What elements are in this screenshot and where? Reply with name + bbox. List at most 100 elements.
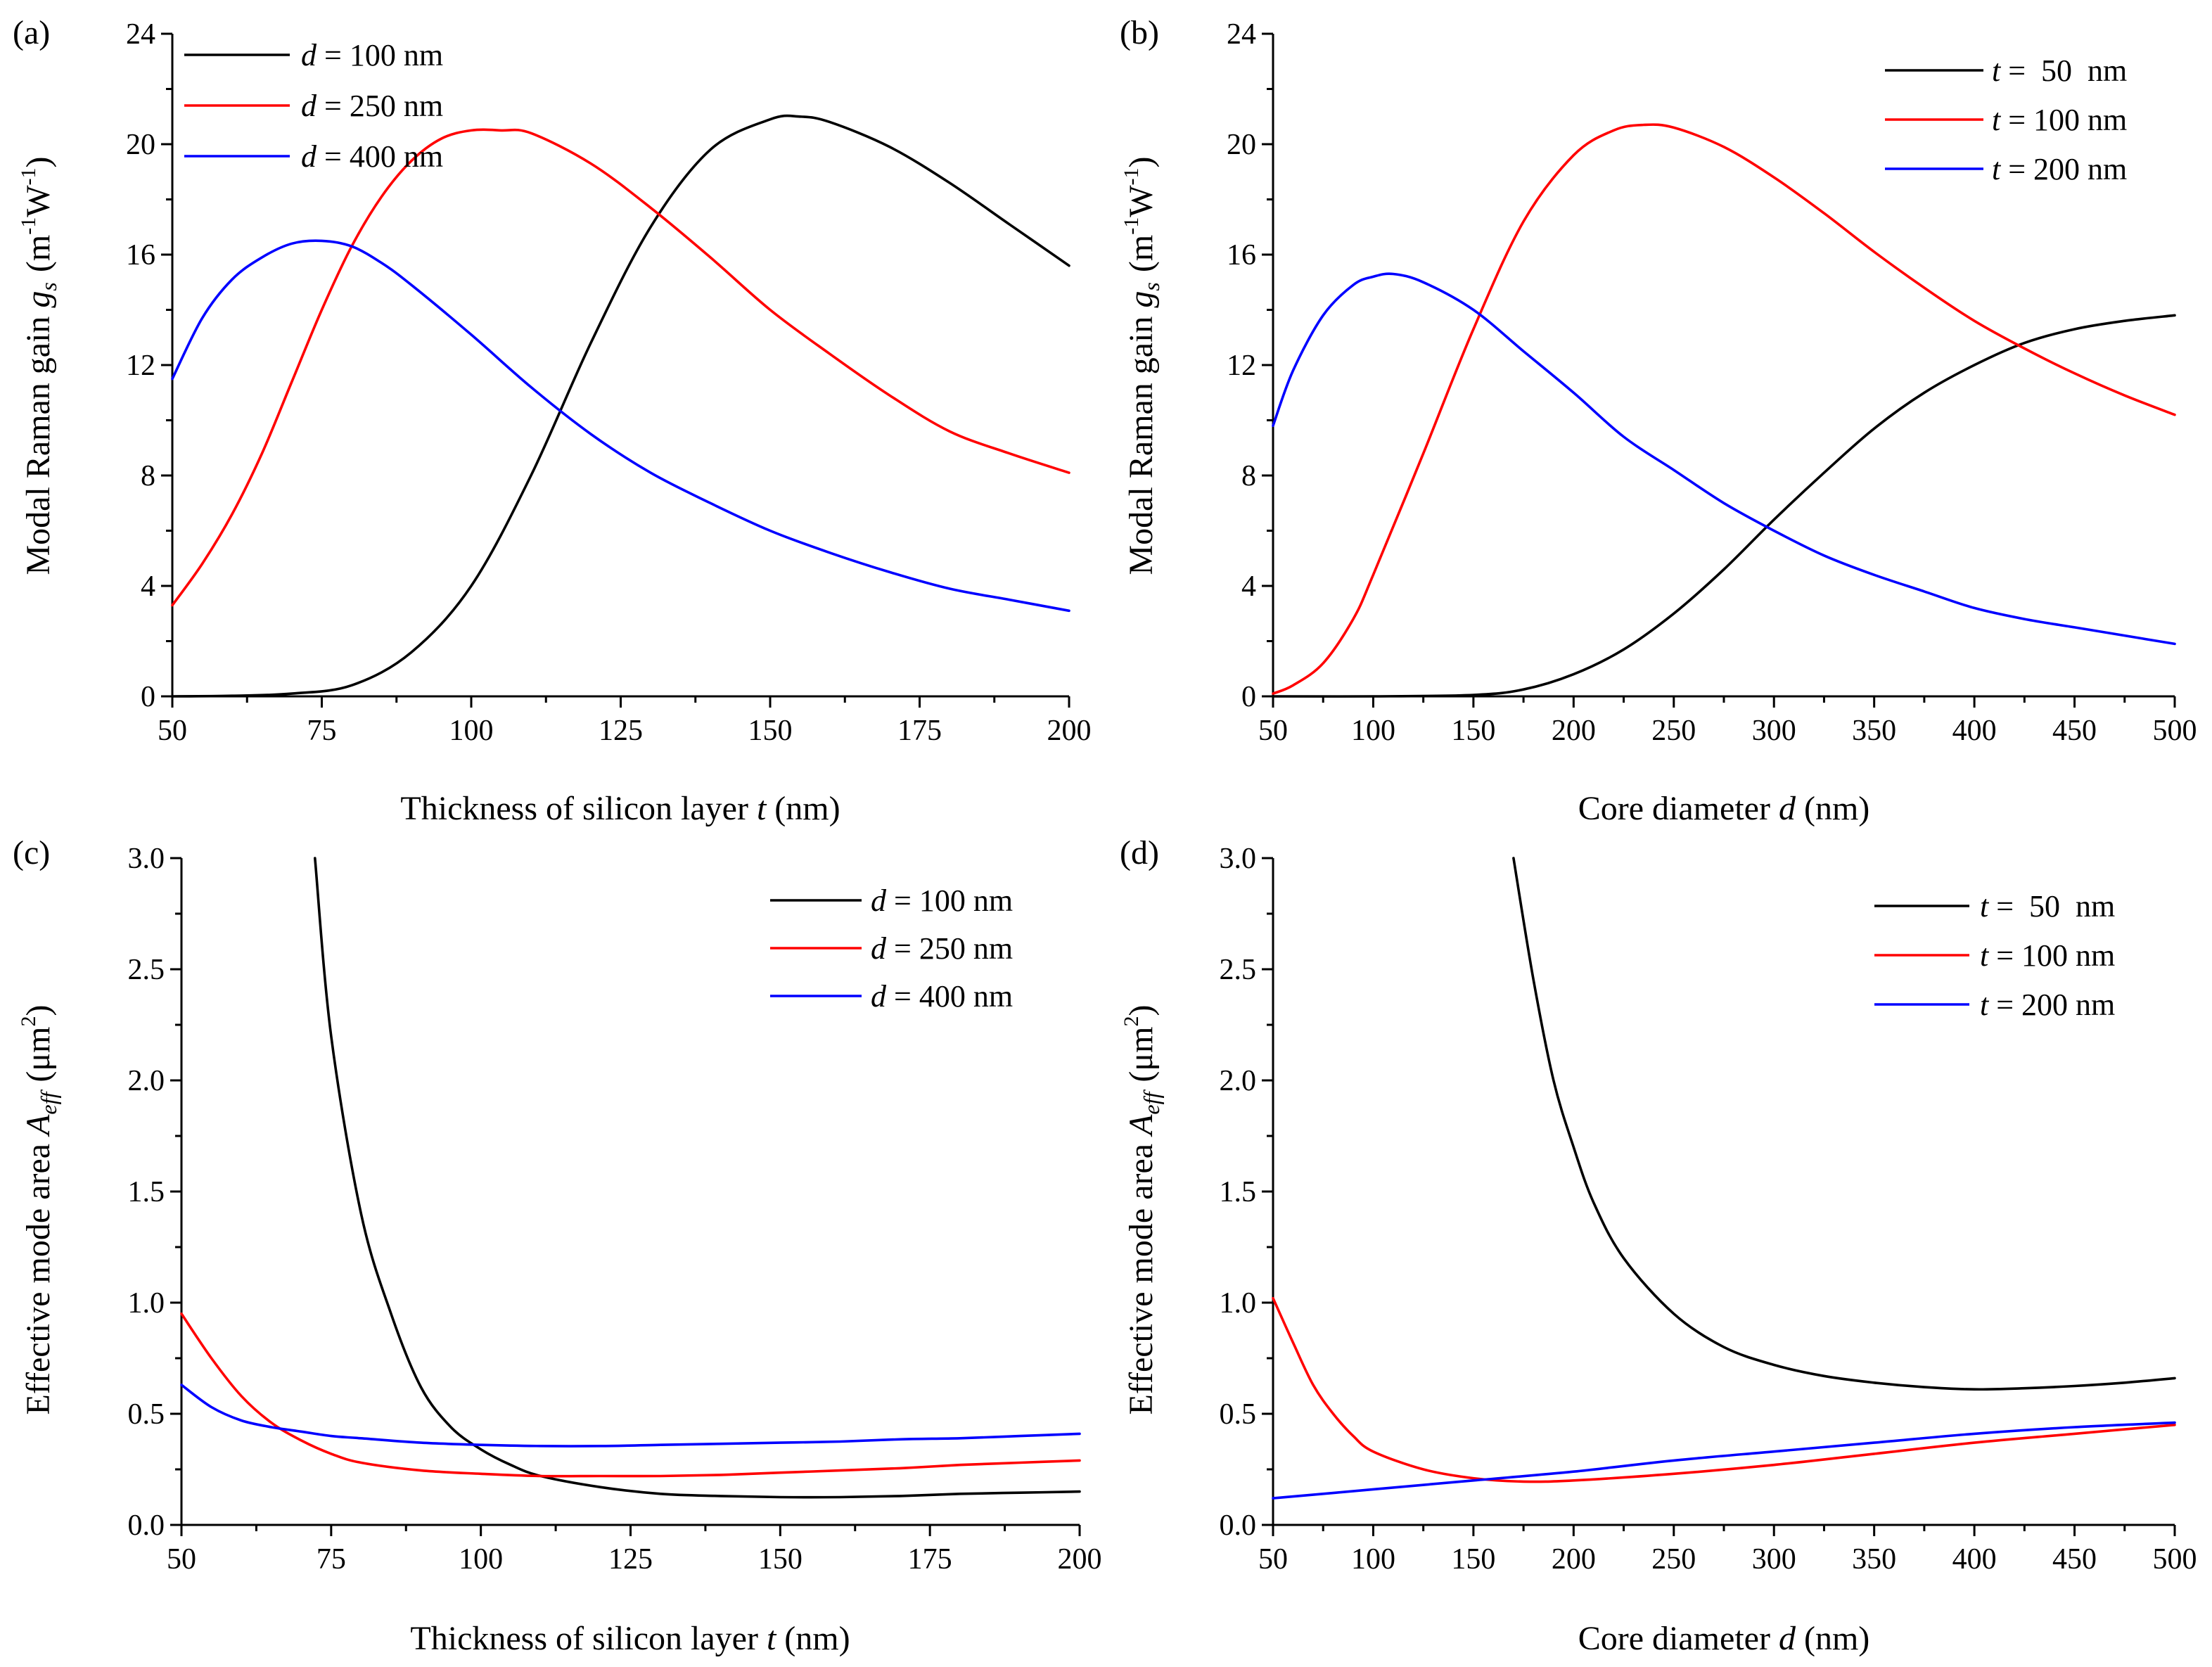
panel-b-xtick-label: 100 bbox=[1351, 715, 1395, 747]
panel-c-ytick-label: 3.0 bbox=[128, 843, 165, 875]
panel-c-legend-entry: d = 100 nm bbox=[871, 883, 1013, 918]
panel-b-series-line-t50 bbox=[1272, 314, 2176, 698]
panel-d-ytick-label: 0.5 bbox=[1220, 1398, 1257, 1431]
panel-c-xtick-labels: 50 75 100 125 150 175 200 bbox=[167, 1543, 1102, 1576]
panel-d-xtick-label: 300 bbox=[1752, 1543, 1796, 1576]
panel-b-xtick-label: 150 bbox=[1451, 715, 1495, 747]
panel-d-xtick-label: 500 bbox=[2153, 1543, 2197, 1576]
panel-a-legend-entry: d = 100 nm bbox=[301, 38, 443, 72]
panel-d-ytick-label: 2.5 bbox=[1220, 954, 1257, 986]
panel-d-xtick-label: 400 bbox=[1952, 1543, 1997, 1576]
panel-c-x-axis-title: Thickness of silicon layer t (nm) bbox=[410, 1620, 850, 1657]
panel-d-legend-entry: t = 50 nm bbox=[1980, 889, 2115, 924]
panel-b-series bbox=[1272, 123, 2176, 698]
panel-b-x-axis-title: Core diameter d (nm) bbox=[1578, 790, 1870, 827]
panel-c-y-axis-title: Effective mode area Aeff(μm2) bbox=[17, 1005, 61, 1415]
panel-b-y-axis-title: Modal Raman gain gs(m-1W-1) bbox=[1120, 157, 1164, 575]
panel-d-xtick-label: 50 bbox=[1258, 1543, 1288, 1576]
panel-d-ytick-label: 3.0 bbox=[1220, 843, 1257, 875]
panel-d-ytick-label: 1.0 bbox=[1220, 1287, 1257, 1320]
panel-c-ytick-label: 1.5 bbox=[128, 1176, 165, 1208]
panel-b-ytick-label: 20 bbox=[1227, 129, 1256, 161]
panel-c-ytick-label: 0.5 bbox=[128, 1398, 165, 1431]
panel-b-xtick-labels: 50 100 150 200 250 300 350 400 450 500 bbox=[1258, 715, 2197, 747]
panel-b-legend: t = 50 nm t = 100 nm t = 200 nm bbox=[1885, 53, 2127, 186]
panel-a-x-axis-title: Thickness of silicon layer t (nm) bbox=[400, 790, 840, 827]
panel-b-ytick-label: 0 bbox=[1241, 681, 1256, 713]
panel-b-ytick-label: 8 bbox=[1241, 460, 1256, 492]
panel-c-ytick-labels: 0.0 0.5 1.0 1.5 2.0 2.5 3.0 bbox=[128, 843, 165, 1542]
panel-a-ytick-label: 0 bbox=[141, 681, 155, 713]
panel-a-ytick-label: 24 bbox=[126, 18, 155, 51]
panel-d-legend-entry: t = 200 nm bbox=[1980, 988, 2115, 1022]
panel-d-ytick-label: 1.5 bbox=[1220, 1176, 1257, 1208]
panel-c: (c) 50 75 100 125 150 175 200 0.0 0.5 1.… bbox=[13, 834, 1102, 1657]
panel-d: (d) 50 100 150 200 250 300 350 400 450 5… bbox=[1120, 834, 2197, 1657]
panel-a-y-axis-title: Modal Raman gain gs(m-1W-1) bbox=[17, 157, 61, 575]
panel-d-xtick-label: 200 bbox=[1552, 1543, 1596, 1576]
panel-d-series bbox=[1272, 857, 2176, 1500]
panel-c-ytick-label: 2.5 bbox=[128, 954, 165, 986]
panel-a-label: (a) bbox=[13, 14, 50, 51]
panel-d-ytick-label: 2.0 bbox=[1220, 1065, 1257, 1097]
panel-a-series bbox=[171, 114, 1070, 698]
panel-b-ticks bbox=[1262, 32, 2176, 708]
panel-b-xtick-label: 250 bbox=[1651, 715, 1696, 747]
panel-b-label: (b) bbox=[1120, 14, 1159, 51]
panel-b-legend-entry: t = 100 nm bbox=[1992, 103, 2127, 137]
panel-b-xtick-label: 300 bbox=[1752, 715, 1796, 747]
panel-d-series-line-t50 bbox=[1512, 857, 2176, 1391]
panel-b-series-line-t200 bbox=[1272, 272, 2176, 646]
panel-d-xtick-label: 150 bbox=[1451, 1543, 1495, 1576]
panel-b-ytick-label: 24 bbox=[1227, 18, 1256, 51]
panel-c-series-line-d250 bbox=[180, 1312, 1081, 1478]
panel-a-ytick-label: 20 bbox=[126, 129, 155, 161]
panel-b-ytick-label: 4 bbox=[1241, 570, 1256, 603]
panel-b-xtick-label: 500 bbox=[2153, 715, 2197, 747]
panel-c-legend-entry: d = 400 nm bbox=[871, 979, 1013, 1014]
panel-b-xtick-label: 450 bbox=[2052, 715, 2097, 747]
panel-b-legend-entry: t = 50 nm bbox=[1992, 53, 2127, 88]
panel-d-xtick-labels: 50 100 150 200 250 300 350 400 450 500 bbox=[1258, 1543, 2197, 1576]
panel-b-xtick-label: 200 bbox=[1552, 715, 1596, 747]
panel-d-y-axis-title: Effective mode area Aeff(μm2) bbox=[1120, 1005, 1164, 1415]
panel-c-ytick-label: 2.0 bbox=[128, 1065, 165, 1097]
panel-a-axes bbox=[171, 34, 1069, 698]
panel-b-series-line-t100 bbox=[1272, 123, 2176, 695]
panel-c-series-line-d400 bbox=[180, 1384, 1081, 1448]
panel-c-ytick-label: 0.0 bbox=[128, 1509, 165, 1542]
panel-a-legend: d = 100 nm d = 250 nm d = 400 nm bbox=[184, 38, 443, 174]
panel-b-ytick-labels: 0 4 8 12 16 20 24 bbox=[1227, 18, 1256, 713]
panel-d-xtick-label: 450 bbox=[2052, 1543, 2097, 1576]
panel-d-ytick-labels: 0.0 0.5 1.0 1.5 2.0 2.5 3.0 bbox=[1220, 843, 1257, 1542]
panel-a-series-line-d400 bbox=[171, 239, 1070, 613]
panel-a-ytick-label: 16 bbox=[126, 239, 155, 272]
panel-d-xtick-label: 250 bbox=[1651, 1543, 1696, 1576]
panel-d-ytick-label: 0.0 bbox=[1220, 1509, 1257, 1542]
panel-a-series-line-d250 bbox=[171, 128, 1070, 607]
panel-a-series-line-d100 bbox=[171, 114, 1070, 698]
panel-a-ytick-label: 8 bbox=[141, 460, 155, 492]
panel-b-xtick-label: 400 bbox=[1952, 715, 1997, 747]
panel-a-ticks bbox=[161, 32, 1070, 708]
panel-d-label: (d) bbox=[1120, 834, 1159, 871]
panel-a: (a) 50 75 100 125 150 175 200 0 4 8 12 1… bbox=[13, 14, 1092, 827]
panel-a-legend-entry: d = 250 nm bbox=[301, 89, 443, 123]
panel-c-xtick-label: 200 bbox=[1058, 1543, 1102, 1576]
panel-c-xtick-label: 100 bbox=[459, 1543, 503, 1576]
panel-d-legend-entry: t = 100 nm bbox=[1980, 938, 2115, 973]
panel-b-ytick-label: 12 bbox=[1227, 350, 1256, 382]
panel-d-ticks bbox=[1262, 857, 2176, 1536]
panel-a-legend-entry: d = 400 nm bbox=[301, 139, 443, 174]
panel-a-xtick-label: 75 bbox=[307, 715, 337, 747]
panel-c-series bbox=[180, 857, 1081, 1499]
panel-a-xtick-label: 200 bbox=[1047, 715, 1092, 747]
panel-d-legend: t = 50 nm t = 100 nm t = 200 nm bbox=[1874, 889, 2115, 1022]
panel-c-xtick-label: 150 bbox=[758, 1543, 803, 1576]
panel-b-xtick-label: 50 bbox=[1258, 715, 1288, 747]
panel-c-ytick-label: 1.0 bbox=[128, 1287, 165, 1320]
panel-c-label: (c) bbox=[13, 834, 50, 871]
panel-c-ticks bbox=[170, 857, 1081, 1536]
panel-a-xtick-label: 100 bbox=[449, 715, 494, 747]
